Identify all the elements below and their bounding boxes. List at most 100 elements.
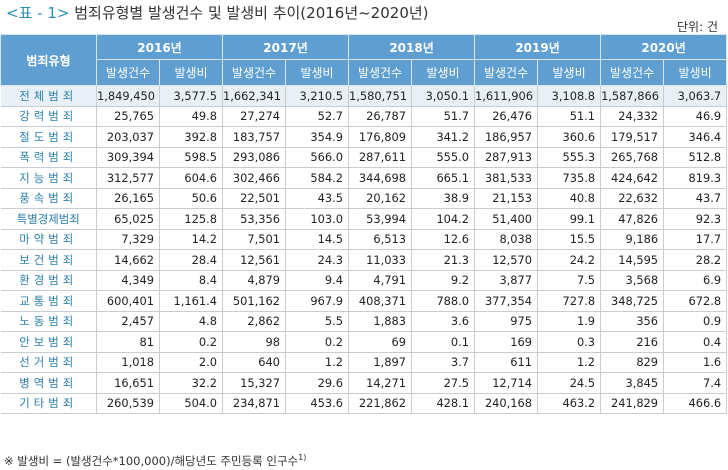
rate-cell: 967.9 — [285, 290, 350, 312]
count-cell: 1,611,906 — [474, 85, 539, 107]
header-count: 발생건수 — [348, 59, 413, 86]
rate-cell: 346.4 — [663, 126, 728, 148]
count-cell: 260,539 — [96, 392, 160, 414]
count-cell: 3,568 — [600, 269, 665, 291]
count-cell: 11,033 — [348, 249, 413, 271]
table-row: 특별경제범죄 65,025 125.8 53,356 103.0 53,994 104.2 5… — [0, 208, 728, 230]
rate-cell: 0.2 — [285, 331, 350, 353]
rate-cell: 49.8 — [158, 105, 224, 127]
rate-cell: 27.5 — [411, 372, 476, 394]
rate-cell: 15.5 — [537, 228, 602, 250]
rate-cell: 0.3 — [537, 331, 602, 353]
rate-cell: 1.9 — [537, 310, 602, 332]
table-row: 폭력범죄 309,394 598.5 293,086 566.0 287,611 555.0… — [0, 146, 728, 168]
crime-type-cell: 전체범죄 — [0, 85, 97, 107]
header-year: 2019년 — [474, 34, 602, 60]
year-header-row: 범죄유형 2016년 2017년 2018년 2019년 2020년 — [0, 34, 728, 86]
count-cell: 234,871 — [222, 392, 287, 414]
count-cell: 6,513 — [348, 228, 413, 250]
count-cell: 51,400 — [474, 208, 539, 230]
count-cell: 25,765 — [96, 105, 160, 127]
count-cell: 302,466 — [222, 167, 287, 189]
header-count: 발생건수 — [600, 59, 665, 86]
count-cell: 26,787 — [348, 105, 413, 127]
rate-cell: 1.2 — [285, 351, 350, 373]
count-cell: 348,725 — [600, 290, 665, 312]
header-rate: 발생비 — [411, 59, 476, 86]
count-cell: 3,845 — [600, 372, 665, 394]
rate-cell: 1,161.4 — [158, 290, 224, 312]
rate-cell: 0.1 — [411, 331, 476, 353]
count-cell: 203,037 — [96, 126, 160, 148]
rate-cell: 7.4 — [663, 372, 728, 394]
count-cell: 408,371 — [348, 290, 413, 312]
rate-cell: 735.8 — [537, 167, 602, 189]
rate-cell: 3,108.8 — [537, 85, 602, 107]
rate-cell: 788.0 — [411, 290, 476, 312]
count-cell: 611 — [474, 351, 539, 373]
rate-cell: 354.9 — [285, 126, 350, 148]
header-year: 2020년 — [600, 34, 728, 60]
rate-cell: 8.4 — [158, 269, 224, 291]
count-cell: 98 — [222, 331, 287, 353]
crime-type-cell: 지능범죄 — [0, 167, 97, 189]
rate-cell: 24.5 — [537, 372, 602, 394]
rate-cell: 51.7 — [411, 105, 476, 127]
rate-cell: 99.1 — [537, 208, 602, 230]
rate-cell: 672.8 — [663, 290, 728, 312]
rate-cell: 5.5 — [285, 310, 350, 332]
rate-cell: 0.4 — [663, 331, 728, 353]
rate-cell: 0.9 — [663, 310, 728, 332]
count-cell: 1,580,751 — [348, 85, 413, 107]
count-cell: 24,332 — [600, 105, 665, 127]
rate-cell: 3,063.7 — [663, 85, 728, 107]
rate-cell: 43.7 — [663, 187, 728, 209]
rate-cell: 341.2 — [411, 126, 476, 148]
table-row: 절도범죄 203,037 392.8 183,757 354.9 176,809 341.2… — [0, 126, 728, 148]
rate-cell: 566.0 — [285, 146, 350, 168]
crime-type-cell: 교통범죄 — [0, 290, 97, 312]
crime-type-cell: 병역범죄 — [0, 372, 97, 394]
table-title: <표 - 1> 범죄유형별 발생건수 및 발생비 추이(2016년~2020년) — [6, 2, 429, 23]
rate-cell: 1.2 — [537, 351, 602, 373]
count-cell: 26,165 — [96, 187, 160, 209]
header-year: 2016년 — [95, 34, 224, 60]
table-row: 풍속범죄 26,165 50.6 22,501 43.5 20,162 38.9 21,153… — [0, 187, 728, 209]
header-rate: 발생비 — [285, 59, 350, 86]
count-cell: 179,517 — [600, 126, 665, 148]
count-cell: 221,862 — [348, 392, 413, 414]
count-cell: 15,327 — [222, 372, 287, 394]
count-cell: 176,809 — [348, 126, 413, 148]
count-cell: 424,642 — [600, 167, 665, 189]
count-cell: 7,329 — [96, 228, 160, 250]
count-cell: 1,883 — [348, 310, 413, 332]
crime-type-cell: 기타범죄 — [0, 392, 97, 414]
table-row: 강력범죄 25,765 49.8 27,274 52.7 26,787 51.7 26,476… — [0, 105, 728, 127]
table-row: 지능범죄 312,577 604.6 302,466 584.2 344,698 665.1… — [0, 167, 728, 189]
count-cell: 69 — [348, 331, 413, 353]
count-cell: 47,826 — [600, 208, 665, 230]
rate-cell: 453.6 — [285, 392, 350, 414]
count-cell: 287,611 — [348, 146, 413, 168]
rate-cell: 43.5 — [285, 187, 350, 209]
count-cell: 240,168 — [474, 392, 539, 414]
rate-cell: 665.1 — [411, 167, 476, 189]
count-cell: 65,025 — [96, 208, 160, 230]
rate-cell: 555.3 — [537, 146, 602, 168]
crime-type-cell: 특별경제범죄 — [0, 208, 97, 230]
rate-cell: 24.3 — [285, 249, 350, 271]
rate-cell: 104.2 — [411, 208, 476, 230]
count-cell: 829 — [600, 351, 665, 373]
count-cell: 183,757 — [222, 126, 287, 148]
sub-header-row: 발생건수 발생비 발생건수 발생비 발생건수 발생비 발생건수 발생비 발생건수… — [1, 59, 728, 86]
count-cell: 14,595 — [600, 249, 665, 271]
footnote-ref: 1) — [298, 453, 307, 463]
rate-cell: 392.8 — [158, 126, 224, 148]
count-cell: 26,476 — [474, 105, 539, 127]
count-cell: 600,401 — [96, 290, 160, 312]
rate-cell: 32.2 — [158, 372, 224, 394]
count-cell: 8,038 — [474, 228, 539, 250]
count-cell: 53,994 — [348, 208, 413, 230]
unit-label: 단위: 건 — [677, 20, 718, 34]
rate-cell: 51.1 — [537, 105, 602, 127]
